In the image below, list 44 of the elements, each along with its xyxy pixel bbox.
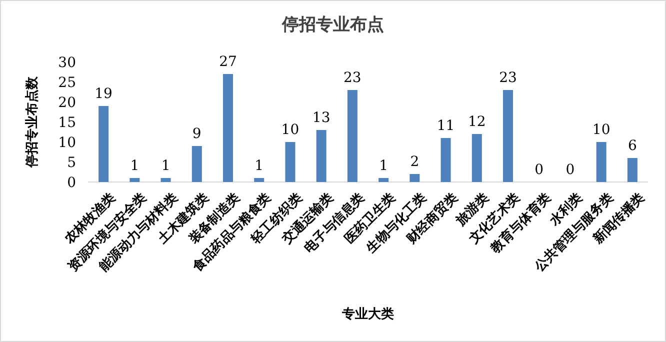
chart-title: 停招专业布点 — [281, 15, 384, 35]
data-label: 10 — [281, 122, 300, 138]
bar — [472, 134, 482, 182]
y-tick-label: 5 — [67, 155, 76, 171]
data-label: 10 — [592, 122, 610, 138]
bar — [254, 178, 264, 182]
bar — [192, 146, 202, 182]
data-label: 19 — [94, 86, 112, 102]
bar — [410, 174, 420, 182]
bar — [378, 178, 389, 182]
y-tick-label: 25 — [58, 75, 76, 91]
bar — [130, 178, 140, 182]
data-label: 0 — [534, 162, 544, 178]
data-label: 27 — [219, 54, 237, 70]
data-label: 12 — [468, 114, 486, 130]
y-tick-label: 10 — [58, 135, 76, 151]
data-label: 2 — [410, 154, 420, 170]
bar — [98, 106, 109, 182]
data-label: 23 — [499, 70, 517, 86]
bar — [596, 142, 606, 182]
bar — [285, 142, 296, 182]
bar — [503, 90, 513, 182]
bar — [316, 130, 326, 182]
y-tick-label: 20 — [58, 95, 76, 111]
data-label: 11 — [436, 118, 455, 134]
data-label: 1 — [130, 158, 140, 174]
bar — [347, 90, 358, 182]
bar — [440, 138, 451, 182]
data-label: 6 — [628, 138, 637, 154]
y-axis-title: 停招专业布点数 — [24, 76, 40, 168]
bar — [160, 178, 171, 182]
data-label: 23 — [344, 70, 362, 86]
data-label: 1 — [161, 158, 170, 174]
y-tick-label: 0 — [67, 175, 76, 191]
y-tick-label: 30 — [58, 55, 76, 71]
x-axis-title: 专业大类 — [341, 306, 394, 322]
data-label: 9 — [192, 126, 202, 142]
data-label: 13 — [312, 110, 330, 126]
data-label: 0 — [566, 162, 575, 178]
data-label: 1 — [254, 158, 264, 174]
bar — [627, 158, 638, 182]
y-tick-label: 15 — [58, 115, 76, 131]
bar — [223, 74, 233, 182]
data-label: 1 — [379, 158, 388, 174]
